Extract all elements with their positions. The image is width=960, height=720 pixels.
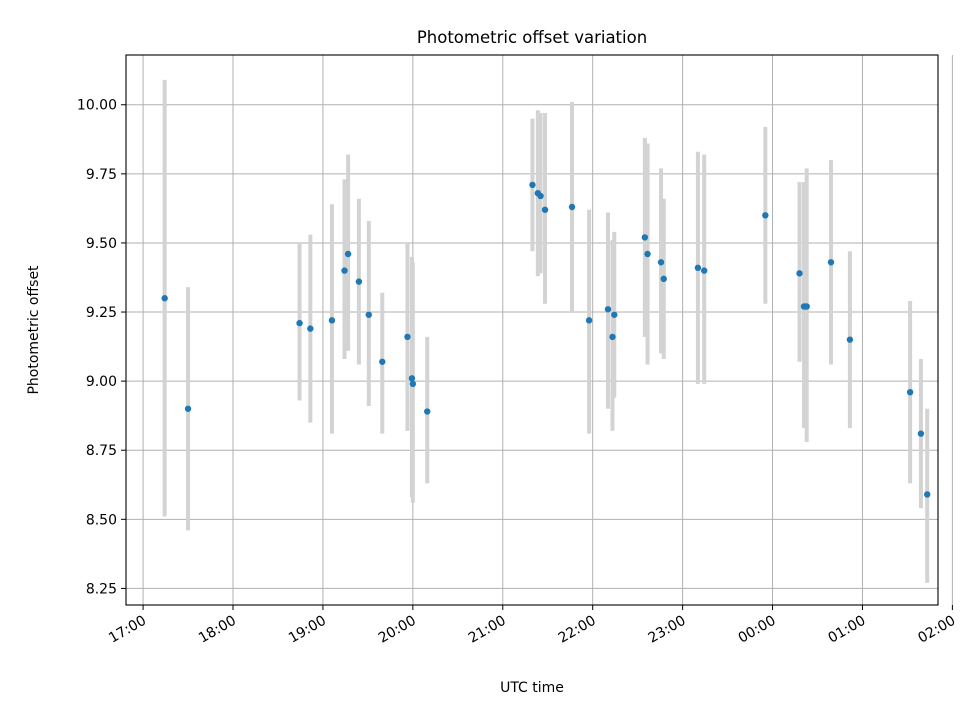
data-point (846, 336, 854, 343)
data-point (529, 181, 536, 189)
data-point (344, 250, 352, 258)
data-point (611, 311, 618, 318)
x-axis-ticks: 17:00 18:00 19:00 20:00 21:00 22:00 23:00 00:00… (106, 605, 958, 647)
chart-title: Photometric offset variation (417, 28, 647, 47)
data-point (404, 333, 411, 341)
data-point (355, 278, 363, 285)
y-tick-label: 10.00 (77, 98, 117, 114)
data-point (660, 275, 667, 283)
data-point (917, 430, 925, 437)
data-point (906, 388, 914, 396)
plot-frame (125, 54, 939, 606)
data-point (161, 295, 168, 302)
data-point (424, 408, 431, 415)
x-axis-label: UTC time (500, 680, 564, 696)
data-point (803, 303, 810, 310)
data-point (641, 234, 649, 241)
data-point (541, 206, 549, 213)
x-tick-label: 02:00 (915, 613, 958, 647)
data-point (701, 267, 708, 274)
x-tick-label: 18:00 (196, 613, 239, 647)
x-tick-label: 00:00 (736, 613, 779, 647)
data-point (328, 317, 336, 324)
data-point (694, 264, 702, 272)
y-tick-label: 9.25 (86, 305, 117, 321)
data-point (604, 306, 612, 313)
y-tick-label: 9.00 (86, 374, 117, 390)
data-point (796, 270, 803, 277)
data-point (568, 203, 576, 211)
x-tick-label: 23:00 (646, 613, 689, 647)
x-tick-label: 01:00 (826, 613, 869, 647)
data-point (537, 192, 544, 200)
errorbars (162, 79, 930, 583)
y-tick-label: 8.50 (86, 512, 117, 528)
x-tick-label: 17:00 (106, 613, 149, 647)
data-point (827, 259, 835, 266)
y-tick-label: 8.25 (86, 581, 117, 597)
data-point (762, 212, 769, 219)
data-point (341, 267, 348, 274)
x-tick-label: 20:00 (376, 613, 419, 647)
data-point (924, 491, 931, 498)
y-tick-label: 8.75 (86, 443, 117, 459)
y-tick-label: 9.75 (86, 167, 117, 183)
x-tick-label: 21:00 (466, 613, 509, 647)
data-point (296, 319, 303, 327)
data-point (365, 311, 372, 318)
y-tick-label: 9.50 (86, 236, 117, 252)
data-points (161, 181, 931, 498)
data-point (409, 380, 417, 388)
data-point (585, 317, 593, 324)
x-tick-label: 22:00 (556, 613, 599, 647)
y-axis-ticks: 8.25 8.50 8.75 9.00 9.25 9.50 9.75 10.00 (77, 98, 126, 597)
x-tick-label: 19:00 (286, 613, 329, 647)
data-point (307, 325, 314, 332)
data-point (184, 405, 192, 412)
y-axis-label: Photometric offset (26, 265, 42, 395)
data-point (644, 250, 651, 258)
data-point (657, 259, 665, 266)
data-point (379, 358, 386, 365)
data-point (609, 333, 616, 341)
data-point (408, 375, 416, 382)
